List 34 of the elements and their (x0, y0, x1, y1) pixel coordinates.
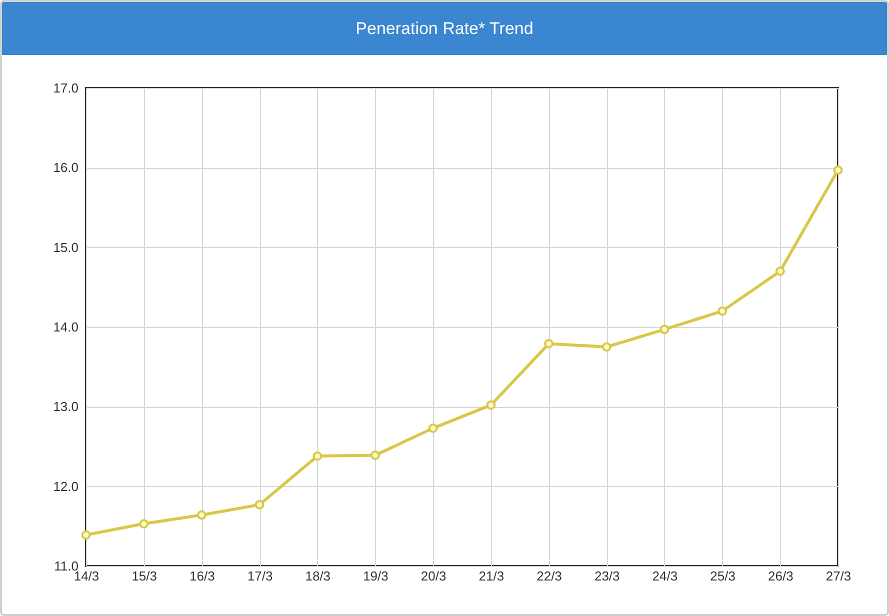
point (660, 324, 670, 334)
point (370, 450, 380, 460)
x-tick-label: 15/3 (132, 568, 157, 584)
x-tick-label: 16/3 (190, 568, 215, 584)
y-tick-label: 14.0 (53, 320, 78, 334)
point (486, 400, 496, 410)
point (428, 423, 438, 433)
x-tick-label: 27/3 (826, 568, 852, 584)
point (196, 510, 206, 520)
point (775, 266, 785, 276)
point (544, 339, 554, 348)
x-tick-label: 22/3 (536, 568, 562, 584)
point (81, 530, 91, 540)
chart-title: Peneration Rate* Trend (2, 2, 887, 55)
x-tick-label: 26/3 (768, 568, 794, 584)
y-tick-label: 12.0 (53, 478, 78, 494)
x-tick-label: 25/3 (710, 568, 736, 584)
x-tick-label: 21/3 (478, 568, 504, 584)
x-tick-label: 19/3 (363, 568, 388, 584)
x-tick-label: 18/3 (305, 568, 331, 584)
point (833, 165, 843, 175)
point (312, 451, 322, 461)
point (254, 500, 264, 510)
y-tick-label: 15.0 (53, 240, 78, 255)
x-tick-label: 17/3 (247, 568, 273, 584)
point (602, 342, 612, 352)
x-tick-label: 24/3 (652, 568, 678, 584)
x-tick-label: 20/3 (420, 568, 446, 584)
y-tick-label: 16.0 (53, 160, 78, 176)
x-tick-label: 23/3 (594, 568, 620, 584)
point (139, 519, 149, 528)
y-tick-label: 13.0 (53, 399, 78, 414)
point (718, 306, 728, 316)
y-tick-label: 17.0 (53, 80, 78, 96)
